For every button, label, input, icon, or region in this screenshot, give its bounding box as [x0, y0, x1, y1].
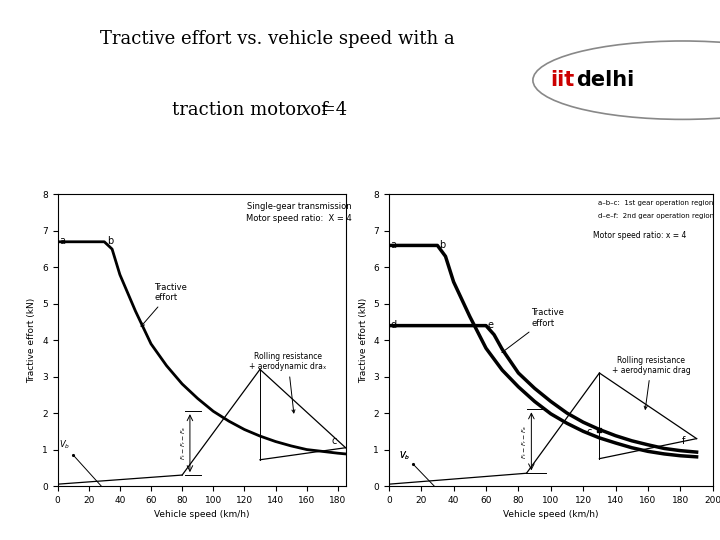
Y-axis label: Tractive effort (kN): Tractive effort (kN)	[27, 298, 37, 383]
Text: iit: iit	[550, 70, 574, 90]
Text: a–b–c:  1st gear operation region: a–b–c: 1st gear operation region	[598, 200, 714, 206]
Text: =4: =4	[315, 102, 347, 119]
X-axis label: Vehicle speed (km/h): Vehicle speed (km/h)	[154, 510, 249, 519]
Text: Motor speed ratio: x = 4: Motor speed ratio: x = 4	[593, 231, 687, 240]
Text: d: d	[390, 320, 397, 330]
Text: Rolling resistance
+ aerodynamic draₓ: Rolling resistance + aerodynamic draₓ	[249, 352, 327, 413]
X-axis label: Vehicle speed (km/h): Vehicle speed (km/h)	[503, 510, 598, 519]
Text: f: f	[682, 436, 685, 446]
Text: traction motor of: traction motor of	[172, 102, 334, 119]
Text: x: x	[301, 102, 311, 119]
Text: b: b	[439, 240, 445, 250]
Text: Tractive
effort: Tractive effort	[141, 283, 187, 326]
Text: e: e	[487, 320, 494, 330]
Text: $F_t-F_r-F_a$: $F_t-F_r-F_a$	[179, 426, 188, 460]
Text: $V_b$: $V_b$	[399, 450, 410, 462]
Text: Motor speed ratio:  X = 4: Motor speed ratio: X = 4	[246, 214, 352, 224]
Text: delhi: delhi	[577, 70, 635, 90]
Text: Rolling resistance
+ aerodynamic drag: Rolling resistance + aerodynamic drag	[612, 356, 690, 409]
Text: Tractive effort vs. vehicle speed with a: Tractive effort vs. vehicle speed with a	[100, 30, 455, 48]
Text: $V_b$: $V_b$	[59, 439, 70, 451]
Text: a: a	[390, 240, 397, 250]
Text: b: b	[107, 237, 114, 246]
Text: a: a	[59, 237, 65, 246]
Y-axis label: Tractive effort (kN): Tractive effort (kN)	[359, 298, 368, 383]
Text: d–e–f:  2nd gear operation region: d–e–f: 2nd gear operation region	[598, 213, 714, 219]
Text: Single-gear transmission: Single-gear transmission	[246, 201, 351, 211]
Text: $V_b$: $V_b$	[399, 450, 410, 462]
Text: $F_t-F_r-F_a$: $F_t-F_r-F_a$	[521, 424, 529, 458]
Text: c: c	[332, 436, 337, 446]
Text: c: c	[586, 427, 592, 437]
Text: Tractive
effort: Tractive effort	[502, 308, 564, 353]
